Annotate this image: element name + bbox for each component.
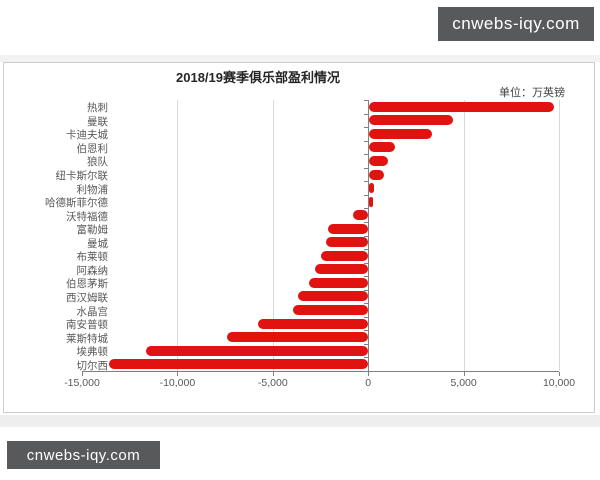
panel-top-band [0,55,600,62]
category-label: 阿森纳 [76,264,109,277]
bar [257,318,369,329]
x-tick-label: -15,000 [64,377,100,389]
category-label: 莱斯特城 [66,332,108,345]
category-tick [364,100,369,101]
category-label: 西汉姆联 [66,291,108,304]
watermark-bottom: cnwebs-iqy.com [7,441,160,469]
bar [320,250,369,261]
category-label: 曼联 [87,115,108,128]
bar [309,277,369,288]
category-label: 富勒姆 [76,224,109,237]
gridline [177,100,179,371]
bar [292,305,369,316]
bar [145,345,369,356]
category-tick [364,330,369,331]
x-tick-label: 5,000 [450,377,477,389]
x-axis-tick [559,372,560,376]
x-tick-label: -10,000 [159,377,196,389]
bar [369,128,433,139]
category-tick [364,344,369,345]
watermark-top-text: cnwebs-iqy.com [452,14,580,33]
bar [108,359,369,370]
category-label: 布莱顿 [76,251,109,264]
category-tick [364,276,369,277]
category-tick [364,195,369,196]
category-label: 南安普顿 [66,319,108,332]
chart-title: 2018/19赛季俱乐部盈利情况 [176,70,340,85]
category-label: 伯恩利 [76,142,109,155]
category-tick [364,181,369,182]
bar [227,332,369,343]
category-tick [364,127,369,128]
category-label: 利物浦 [76,183,109,196]
category-tick [364,222,369,223]
bar [369,155,389,166]
category-tick [364,141,369,142]
category-label: 曼城 [87,237,108,250]
category-tick [364,168,369,169]
category-tick [364,249,369,250]
category-label: 伯恩茅斯 [66,278,108,291]
bar [314,264,369,275]
category-tick [364,208,369,209]
unit-label: 单位：万英镑 [499,87,565,99]
category-tick [364,154,369,155]
x-tick-label: -5,000 [257,377,288,389]
category-label: 沃特福德 [66,210,108,223]
category-tick [364,371,369,372]
category-label: 埃弗顿 [76,346,109,359]
gridline [559,100,560,371]
category-tick [364,303,369,304]
category-axis: 热刺 曼联 卡迪夫城 伯恩利 狼队 纽卡斯尔联 利物浦 哈德斯菲尔德 沃特福德 富勒姆 曼城 布莱顿阿… [3,100,108,371]
bar [369,101,555,112]
x-axis-tick [463,372,465,376]
x-axis-tick [177,372,179,376]
category-tick [364,357,369,358]
zero-gridline [368,100,370,371]
bar [369,115,454,126]
panel-bottom-band [0,415,600,427]
category-label: 狼队 [87,156,108,169]
x-axis-tick [272,372,274,376]
x-axis-tick [368,372,370,376]
bar [352,210,369,221]
category-tick [364,290,369,291]
category-label: 哈德斯菲尔德 [45,197,108,210]
bar [369,183,374,194]
category-tick [364,317,369,318]
gridline [463,100,465,371]
bar [369,196,374,207]
x-tick-label: 0 [365,377,372,389]
category-label: 卡迪夫城 [66,129,108,142]
category-label: 纽卡斯尔联 [55,170,109,183]
x-tick-label: 10,000 [542,377,576,389]
x-axis-tick [82,372,83,376]
bar [369,169,385,180]
category-label: 切尔西 [76,359,109,372]
bar [297,291,369,302]
bar [326,237,369,248]
category-tick [364,114,369,115]
category-tick [364,263,369,264]
bar [328,223,369,234]
bar [369,142,395,153]
gridline [272,100,274,371]
category-label: 热刺 [87,102,108,115]
plot-area: -15,000 -10,000 -5,000 0 5,000 10,000 [64,100,575,389]
watermark-bottom-text: cnwebs-iqy.com [26,446,141,464]
x-axis-line [82,371,559,372]
category-label: 水晶宫 [76,305,109,318]
category-tick [364,236,369,237]
watermark-top: cnwebs-iqy.com [438,7,594,41]
